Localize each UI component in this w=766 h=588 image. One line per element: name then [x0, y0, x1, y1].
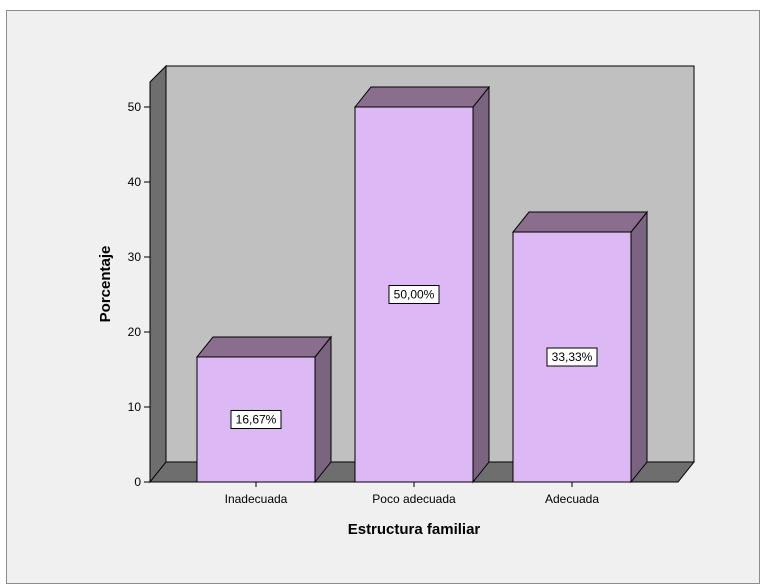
bar-side [630, 210, 648, 484]
bar-side [314, 335, 332, 484]
bar: 50,00% [353, 85, 491, 484]
y-tick-label: 10 [128, 400, 142, 414]
y-tick-label: 40 [128, 175, 142, 189]
data-label-text: 50,00% [394, 288, 435, 302]
y-axis-title: Porcentaje [97, 246, 114, 323]
data-label: 50,00% [388, 285, 440, 304]
plot-left-wall [149, 64, 167, 484]
y-tick-label: 30 [128, 250, 142, 264]
bars: 16,67% 50,00% 33,33% [195, 85, 649, 484]
data-label-box [230, 409, 282, 429]
data-label-box [388, 285, 440, 304]
y-tick-label: 0 [134, 475, 141, 489]
y-tick-label: 20 [128, 325, 142, 339]
x-ticks: Inadecuada Poco adecuada Adecuada [225, 482, 599, 506]
bar: 16,67% [195, 335, 333, 484]
x-tick-label: Inadecuada [225, 492, 288, 506]
data-label-text: 16,67% [236, 412, 277, 426]
bar-side [472, 85, 490, 484]
y-tick-label: 50 [128, 100, 142, 114]
data-label-text: 33,33% [552, 350, 593, 364]
bar-top [195, 336, 333, 358]
data-label-box [546, 347, 598, 367]
bar-top [353, 86, 491, 108]
x-tick-label: Poco adecuada [372, 492, 456, 506]
data-label: 33,33% [546, 347, 598, 367]
x-tick-label: Adecuada [545, 492, 599, 506]
bar: 33,33% [511, 210, 649, 484]
data-label: 16,67% [230, 409, 282, 429]
bar-top [511, 211, 649, 233]
y-ticks: 0 10 20 30 40 50 [128, 100, 150, 489]
x-axis-title: Estructura familiar [348, 521, 481, 538]
